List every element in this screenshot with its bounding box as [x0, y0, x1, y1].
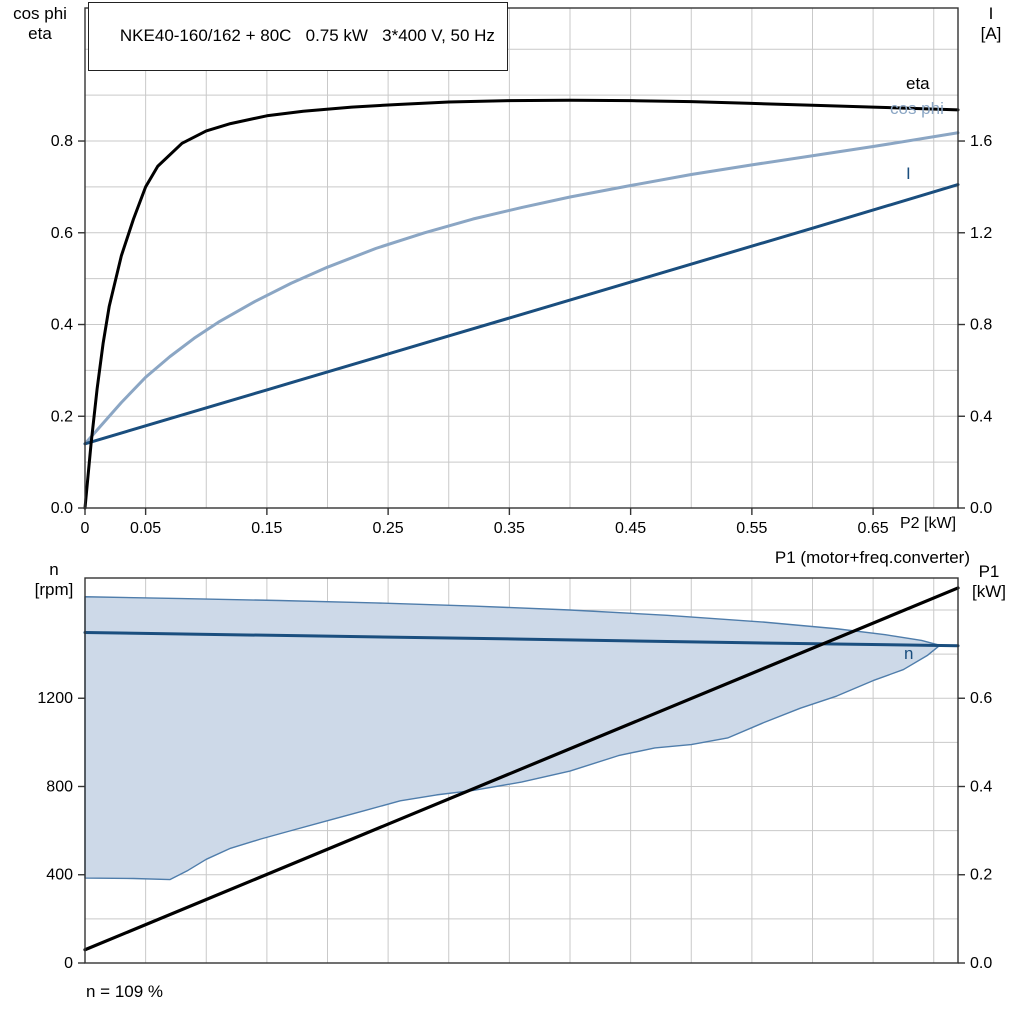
top-chart: 0 0.05 0.15 0.25 0.35 0.45 0.55 0.65 0.0 0.2 0.4 0.…	[51, 7, 992, 537]
x-axis-unit-label: P2 [kW]	[900, 515, 957, 532]
svg-text:0.4: 0.4	[51, 317, 73, 334]
svg-text:400: 400	[46, 867, 73, 884]
top-left-axis-label: cos phi eta	[2, 4, 78, 44]
kw-unit-label: [kW]	[972, 582, 1006, 601]
eta-axis-label: eta	[28, 24, 52, 43]
svg-text:0.15: 0.15	[251, 520, 282, 537]
svg-text:0.45: 0.45	[615, 520, 646, 537]
p1-curve-label: P1 (motor+freq.converter)	[774, 548, 970, 567]
svg-text:0.25: 0.25	[373, 520, 404, 537]
svg-text:0.2: 0.2	[970, 867, 992, 884]
svg-text:0.4: 0.4	[970, 778, 992, 795]
svg-text:0.0: 0.0	[970, 955, 992, 972]
svg-text:0: 0	[81, 520, 90, 537]
svg-text:0.8: 0.8	[51, 133, 73, 150]
rpm-unit-label: [rpm]	[34, 580, 74, 599]
svg-text:0.65: 0.65	[858, 520, 889, 537]
n-curve-label: n	[904, 644, 914, 663]
svg-text:0: 0	[64, 955, 73, 972]
svg-text:1200: 1200	[37, 690, 73, 707]
svg-text:0.35: 0.35	[494, 520, 525, 537]
svg-text:0.4: 0.4	[970, 408, 992, 425]
chart-title-box: NKE40-160/162 + 80C 0.75 kW 3*400 V, 50 …	[88, 2, 508, 71]
eta-curve-label: eta	[906, 74, 930, 93]
svg-text:0.05: 0.05	[130, 520, 161, 537]
cos-phi-curve-label: cos phi	[890, 99, 944, 118]
svg-text:0.8: 0.8	[970, 317, 992, 334]
svg-text:0.0: 0.0	[970, 500, 992, 517]
svg-text:0.6: 0.6	[51, 225, 73, 242]
p1-axis-label: P1	[978, 562, 1000, 581]
speed-axis-label: n	[49, 560, 59, 579]
bottom-chart: 0 400 800 1200 0.0 0.2 0.4 0.6	[37, 577, 992, 972]
bottom-left-axis-label: n [rpm]	[16, 560, 92, 600]
svg-text:0.0: 0.0	[51, 500, 73, 517]
speed-percent-note: n = 109 %	[86, 982, 164, 1001]
top-right-axis-label: I [A]	[962, 4, 1020, 44]
current-curve-label: I	[906, 164, 911, 183]
svg-text:0.2: 0.2	[51, 408, 73, 425]
current-axis-label: I	[988, 4, 994, 23]
cos-phi-axis-label: cos phi	[13, 4, 67, 23]
svg-text:1.2: 1.2	[970, 225, 992, 242]
svg-text:0.55: 0.55	[736, 520, 767, 537]
chart-title: NKE40-160/162 + 80C 0.75 kW 3*400 V, 50 …	[119, 26, 495, 45]
svg-text:0.6: 0.6	[970, 690, 992, 707]
bottom-right-axis-label: P1 [kW]	[958, 562, 1020, 602]
svg-text:1.6: 1.6	[970, 133, 992, 150]
svg-text:800: 800	[46, 778, 73, 795]
ampere-unit-label: [A]	[980, 24, 1002, 43]
